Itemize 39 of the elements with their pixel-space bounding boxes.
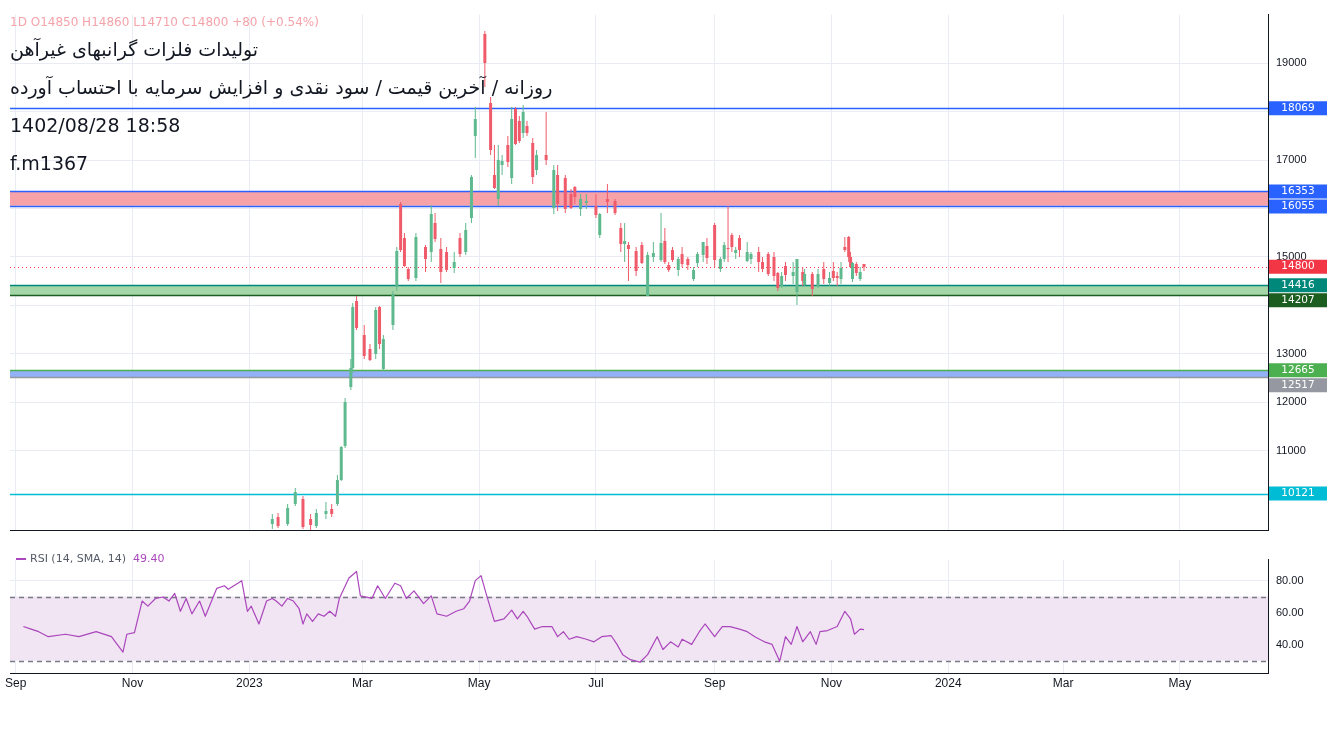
y-tick-label: 80.00 <box>1276 573 1304 586</box>
y-tick-label: 60.00 <box>1276 605 1304 618</box>
x-tick-label: 2023 <box>235 676 264 691</box>
x-tick-label: Jul <box>588 676 604 691</box>
ref-line-label: 10121 <box>1281 486 1315 499</box>
candlestick <box>605 184 609 213</box>
candlestick <box>726 206 730 262</box>
x-tick-label: May <box>1168 676 1192 691</box>
ref-line-label: 16353 <box>1281 184 1315 197</box>
x-tick-label: Mar <box>1052 676 1074 691</box>
ref-line-label: 16055 <box>1281 199 1315 212</box>
x-tick-label: Nov <box>121 676 144 691</box>
y-tick-label: 12000 <box>1276 395 1307 408</box>
ref-line-label: 12517 <box>1281 377 1315 390</box>
candlestick <box>544 112 548 165</box>
text: تولیدات فلزات گرانبهای غیرآهن <box>10 37 259 63</box>
ref-line-label: 12665 <box>1281 362 1315 375</box>
annotation: 1402/08/28 18:58 <box>10 113 181 138</box>
annotation: 1D O14850 H14860 L14710 C14800 +80 (+0.54%) <box>10 14 319 30</box>
ref-line-label: 18069 <box>1281 100 1315 113</box>
annotation: f.m1367 <box>10 151 89 176</box>
legend-label: RSI (14, SMA, 14) <box>30 552 126 565</box>
x-tick-label: May <box>467 676 491 691</box>
ref-line-label: 14416 <box>1281 278 1316 291</box>
annotation: 49.40 <box>132 552 165 565</box>
y-tick-label: 17000 <box>1276 153 1307 166</box>
x-tick-label: Sep <box>5 676 27 691</box>
ref-line-label: 14207 <box>1281 293 1315 306</box>
x-tick-label: 2024 <box>934 676 962 691</box>
text: روزانه / آخرین قیمت / سود نقدی و افزایش سرمایه با احتساب آورده <box>10 75 553 101</box>
y-tick-label: 19000 <box>1276 56 1307 69</box>
x-tick-label: Sep <box>703 676 726 691</box>
candlestick <box>626 242 630 281</box>
x-tick-label: Nov <box>820 676 843 691</box>
y-tick-label: 13000 <box>1276 346 1307 359</box>
x-tick-label: Mar <box>351 676 373 691</box>
y-tick-label: 11000 <box>1276 443 1306 456</box>
candlestick <box>623 223 627 262</box>
y-tick-label: 40.00 <box>1276 637 1304 650</box>
